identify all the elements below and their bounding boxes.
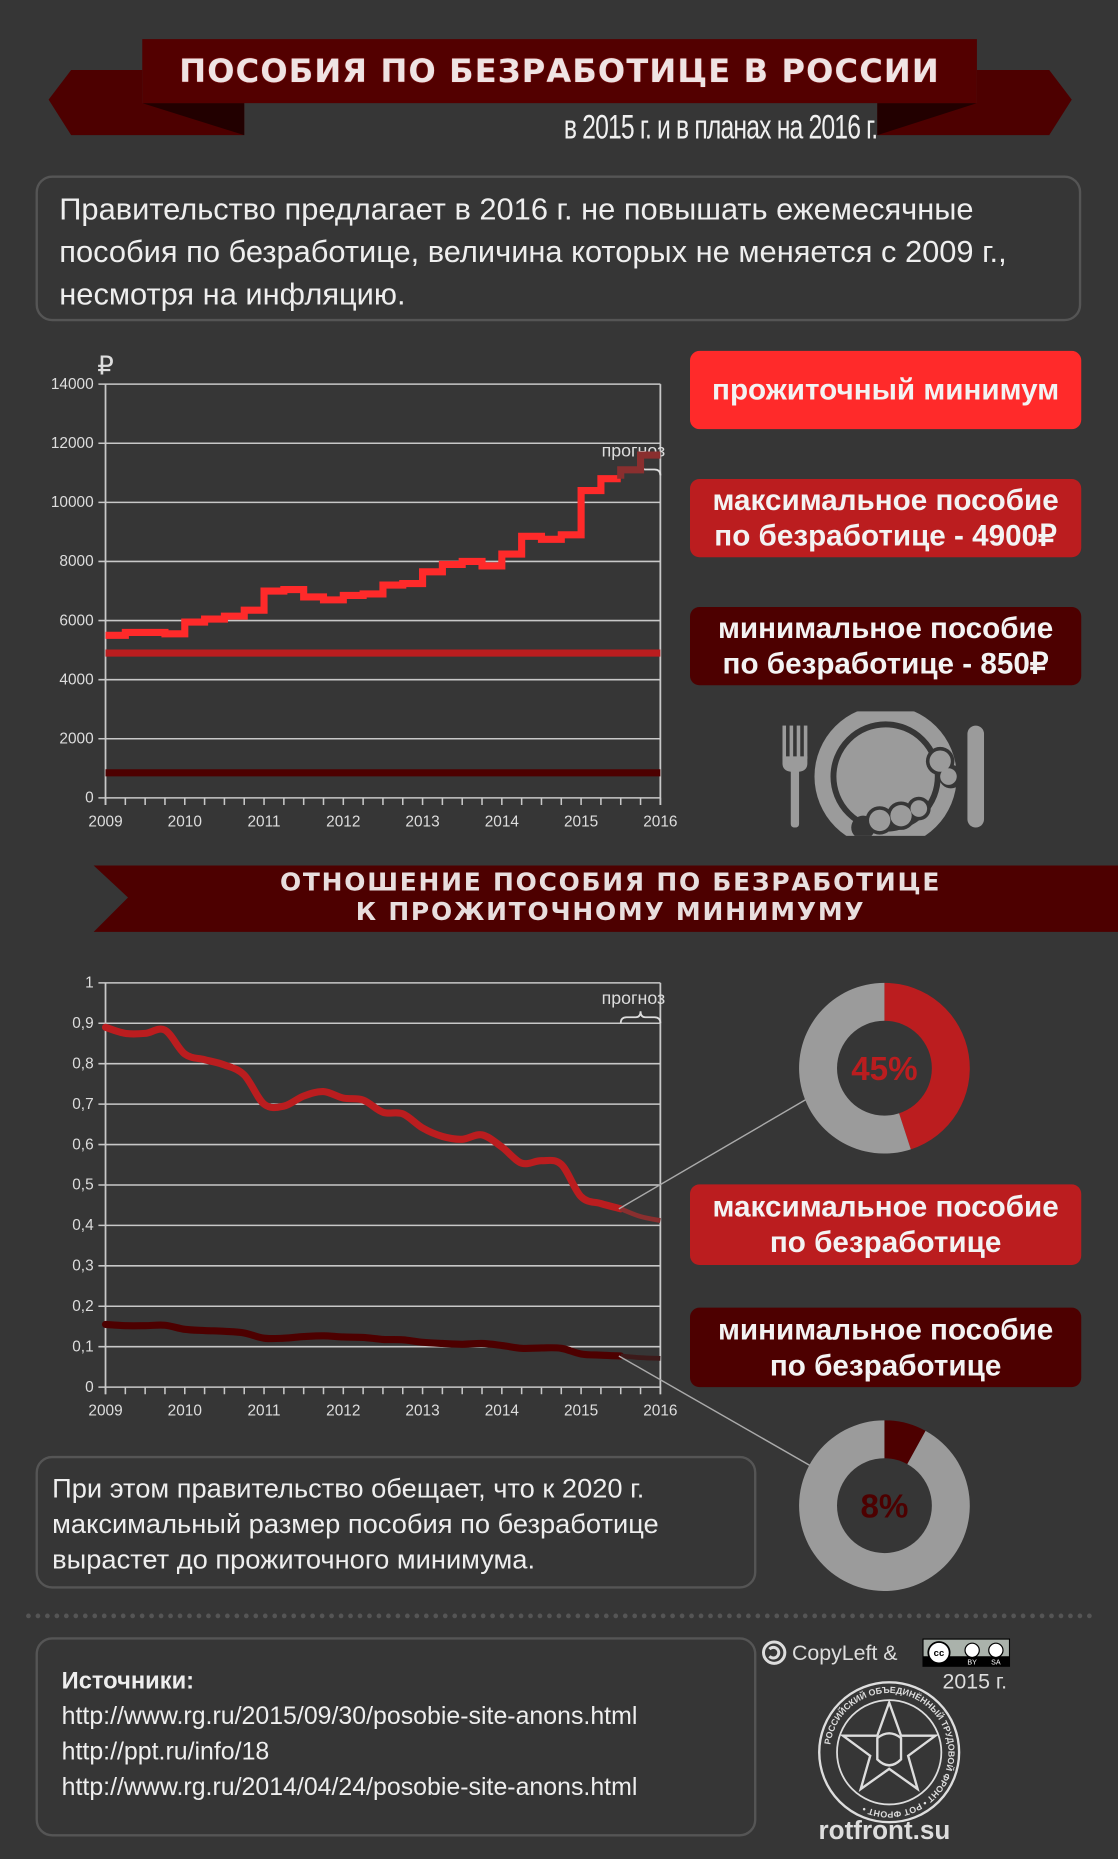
- copyleft-notice: CopyLeft &: [761, 1640, 898, 1666]
- y-tick-label: 0,9: [72, 1015, 93, 1032]
- legend2-min-line2: по безработице: [769, 1348, 1002, 1382]
- y-tick-label: 14000: [51, 376, 94, 393]
- copyleft-text: CopyLeft &: [791, 1640, 898, 1664]
- forecast-label: прогноз: [602, 988, 666, 1008]
- svg-text:BY: BY: [967, 1659, 977, 1667]
- legend-max-line1: максимальное пособие: [712, 483, 1059, 517]
- legend-subsistence-label: прожиточный минимум: [712, 373, 1060, 407]
- forecast-brace: [619, 1011, 662, 1024]
- y-tick-label: 0,7: [72, 1096, 93, 1113]
- rotfront-logo: РОССИЙСКИЙ ОБЪЕДИНЁННЫЙ ТРУДОВОЙ ФРОНТ •…: [818, 1681, 961, 1824]
- y-tick-label: 1: [85, 975, 94, 992]
- y-tick-label: 0,6: [72, 1136, 93, 1153]
- legend2-max-line2: по безработице: [769, 1225, 1002, 1260]
- sources-heading: Источники:: [61, 1668, 195, 1695]
- note-text: При этом правительство обещает, что к 20…: [35, 1455, 757, 1589]
- x-tick-label: 2016: [643, 1403, 677, 1420]
- x-tick-label: 2009: [88, 1403, 122, 1420]
- legend2-min-line1: минимальное пособие: [717, 1313, 1054, 1347]
- x-tick-label: 2010: [168, 813, 202, 830]
- donut-hole: [837, 1458, 932, 1554]
- x-tick-label: 2013: [405, 1403, 439, 1420]
- y-tick-label: 0,8: [72, 1055, 93, 1072]
- x-tick-label: 2011: [247, 1403, 280, 1420]
- source-link[interactable]: http://www.rg.ru/2015/09/30/posobie-site…: [61, 1702, 638, 1730]
- y-tick-label: 4000: [59, 671, 93, 688]
- x-tick-label: 2015: [564, 1403, 598, 1420]
- intro-text: Правительство предлагает в 2016 г. не по…: [35, 175, 1082, 322]
- subsistence-forecast-line: [617, 451, 661, 479]
- svg-text:SA: SA: [991, 1659, 1001, 1667]
- legend-min-benefit: минимальное пособие по безработице - 850…: [690, 607, 1082, 686]
- sources-box: Источники: http://www.rg.ru/2015/09/30/p…: [35, 1637, 757, 1837]
- connector-line-max: [618, 1096, 812, 1210]
- section2-title-line2: К ПРОЖИТОЧНОМУ МИНИМУМУ: [355, 897, 866, 926]
- x-tick-label: 2014: [485, 1403, 520, 1420]
- min-ratio-line: [101, 1320, 625, 1360]
- dotted-separator: [26, 1613, 1094, 1619]
- copyright-year: 2015 г.: [942, 1669, 1008, 1693]
- ratio-chart: 0 0,1 0,2 0,3 0,4 0,5 0,6 0,7 0,8 0,9 1 2009 2010 201…: [72, 975, 970, 1592]
- section2-title-line1: ОТНОШЕНИЕ ПОСОБИЯ ПО БЕЗРАБОТИЦЕ: [279, 867, 942, 897]
- connector-line-min: [618, 1355, 811, 1466]
- y-tick-label: 2000: [59, 731, 93, 748]
- title-ribbon: [48, 39, 1072, 136]
- source-link[interactable]: http://www.rg.ru/2014/04/24/posobie-site…: [61, 1773, 638, 1801]
- plate-cutlery-icon: [782, 711, 985, 836]
- y-tick-label: 12000: [51, 435, 94, 452]
- x-tick-label: 2011: [247, 813, 280, 830]
- source-link[interactable]: http://ppt.ru/info/18: [61, 1738, 270, 1766]
- subsistence-step-line: [105, 475, 621, 639]
- legend-subsistence: прожиточный минимум: [690, 350, 1082, 430]
- x-tick-label: 2012: [326, 1403, 360, 1420]
- legend-min-line2: по безработице - 850₽: [722, 647, 1049, 681]
- x-tick-label: 2010: [168, 1403, 202, 1420]
- donut-percent-label: 8%: [860, 1489, 908, 1526]
- y-tick-label: 8000: [59, 553, 93, 570]
- x-tick-label: 2015: [564, 813, 598, 830]
- page-title: ПОСОБИЯ ПО БЕЗРАБОТИЦЕ В РОССИИ: [179, 52, 940, 90]
- svg-text:cc: cc: [934, 1648, 945, 1659]
- x-tick-label: 2016: [643, 813, 677, 830]
- donut-percent-label: 45%: [851, 1051, 917, 1088]
- legend2-max-benefit: максимальное пособие по безработице: [690, 1184, 1082, 1266]
- legend-max-benefit: максимальное пособие по безработице - 49…: [690, 478, 1082, 558]
- cc-by-sa-badge: cc BY SA: [922, 1638, 1011, 1667]
- y-tick-label: 6000: [59, 612, 93, 629]
- y-tick-label: 0,5: [72, 1177, 93, 1194]
- x-tick-label: 2014: [485, 813, 520, 830]
- y-tick-label: 0: [85, 1379, 94, 1396]
- page-subtitle: в 2015 г. и в планах на 2016 г.: [563, 109, 878, 148]
- section2-title: ОТНОШЕНИЕ ПОСОБИЯ ПО БЕЗРАБОТИЦЕ К ПРОЖИ…: [142, 868, 1079, 927]
- copyleft-icon: [762, 1640, 787, 1665]
- legend-min-line1: минимальное пособие: [717, 611, 1054, 645]
- x-tick-label: 2009: [88, 813, 122, 830]
- x-tick-label: 2012: [326, 813, 360, 830]
- max-ratio-line: [101, 1023, 625, 1213]
- site-link[interactable]: rotfront.su: [818, 1815, 951, 1845]
- donut-hole: [837, 1020, 932, 1116]
- ruble-unit-label: ₽: [97, 351, 114, 381]
- x-tick-label: 2013: [405, 813, 439, 830]
- y-tick-label: 0,2: [72, 1298, 93, 1315]
- legend2-min-benefit: минимальное пособие по безработице: [690, 1307, 1082, 1388]
- y-tick-label: 0,1: [72, 1338, 93, 1355]
- y-tick-label: 0,4: [72, 1217, 94, 1234]
- max-ratio-forecast-line: [619, 1206, 661, 1223]
- min-ratio-forecast-line: [620, 1353, 661, 1361]
- legend2-max-line1: максимальное пособие: [712, 1190, 1059, 1224]
- subsistence-chart: 0 2000 4000 6000 8000 10000 12000 14000 2009 2010…: [51, 351, 678, 831]
- y-tick-label: 0: [85, 790, 94, 807]
- legend-max-line2: по безработице - 4900₽: [714, 519, 1057, 553]
- section2-ribbon: [93, 865, 1118, 932]
- y-tick-label: 0,3: [72, 1258, 93, 1275]
- y-tick-label: 10000: [51, 494, 94, 511]
